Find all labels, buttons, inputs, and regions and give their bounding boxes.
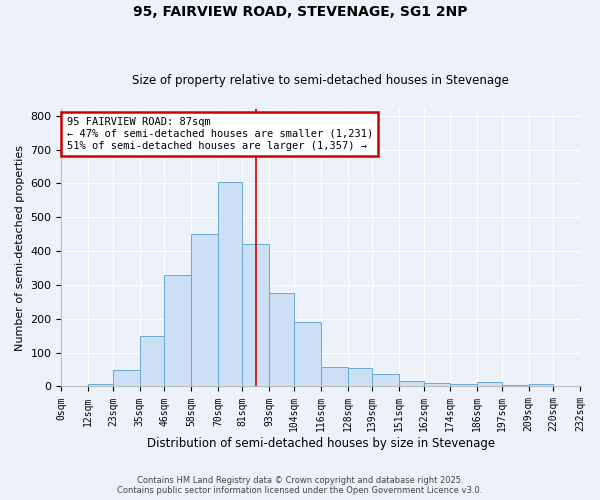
Bar xyxy=(477,382,502,386)
Bar xyxy=(294,322,321,386)
Bar xyxy=(424,383,451,386)
Bar xyxy=(399,382,424,386)
Bar xyxy=(242,244,269,386)
Bar xyxy=(451,384,477,386)
Bar xyxy=(88,384,113,386)
Y-axis label: Number of semi-detached properties: Number of semi-detached properties xyxy=(15,144,25,350)
Bar xyxy=(347,368,372,386)
Bar xyxy=(191,234,218,386)
Bar xyxy=(269,294,294,386)
X-axis label: Distribution of semi-detached houses by size in Stevenage: Distribution of semi-detached houses by … xyxy=(146,437,495,450)
Bar xyxy=(372,374,399,386)
Bar xyxy=(113,370,140,386)
Bar xyxy=(140,336,164,386)
Bar xyxy=(164,275,191,386)
Bar xyxy=(321,367,347,386)
Bar xyxy=(529,384,553,386)
Bar xyxy=(218,182,242,386)
Text: 95, FAIRVIEW ROAD, STEVENAGE, SG1 2NP: 95, FAIRVIEW ROAD, STEVENAGE, SG1 2NP xyxy=(133,5,467,19)
Text: Contains HM Land Registry data © Crown copyright and database right 2025.
Contai: Contains HM Land Registry data © Crown c… xyxy=(118,476,482,495)
Text: 95 FAIRVIEW ROAD: 87sqm
← 47% of semi-detached houses are smaller (1,231)
51% of: 95 FAIRVIEW ROAD: 87sqm ← 47% of semi-de… xyxy=(67,118,373,150)
Title: Size of property relative to semi-detached houses in Stevenage: Size of property relative to semi-detach… xyxy=(132,74,509,87)
